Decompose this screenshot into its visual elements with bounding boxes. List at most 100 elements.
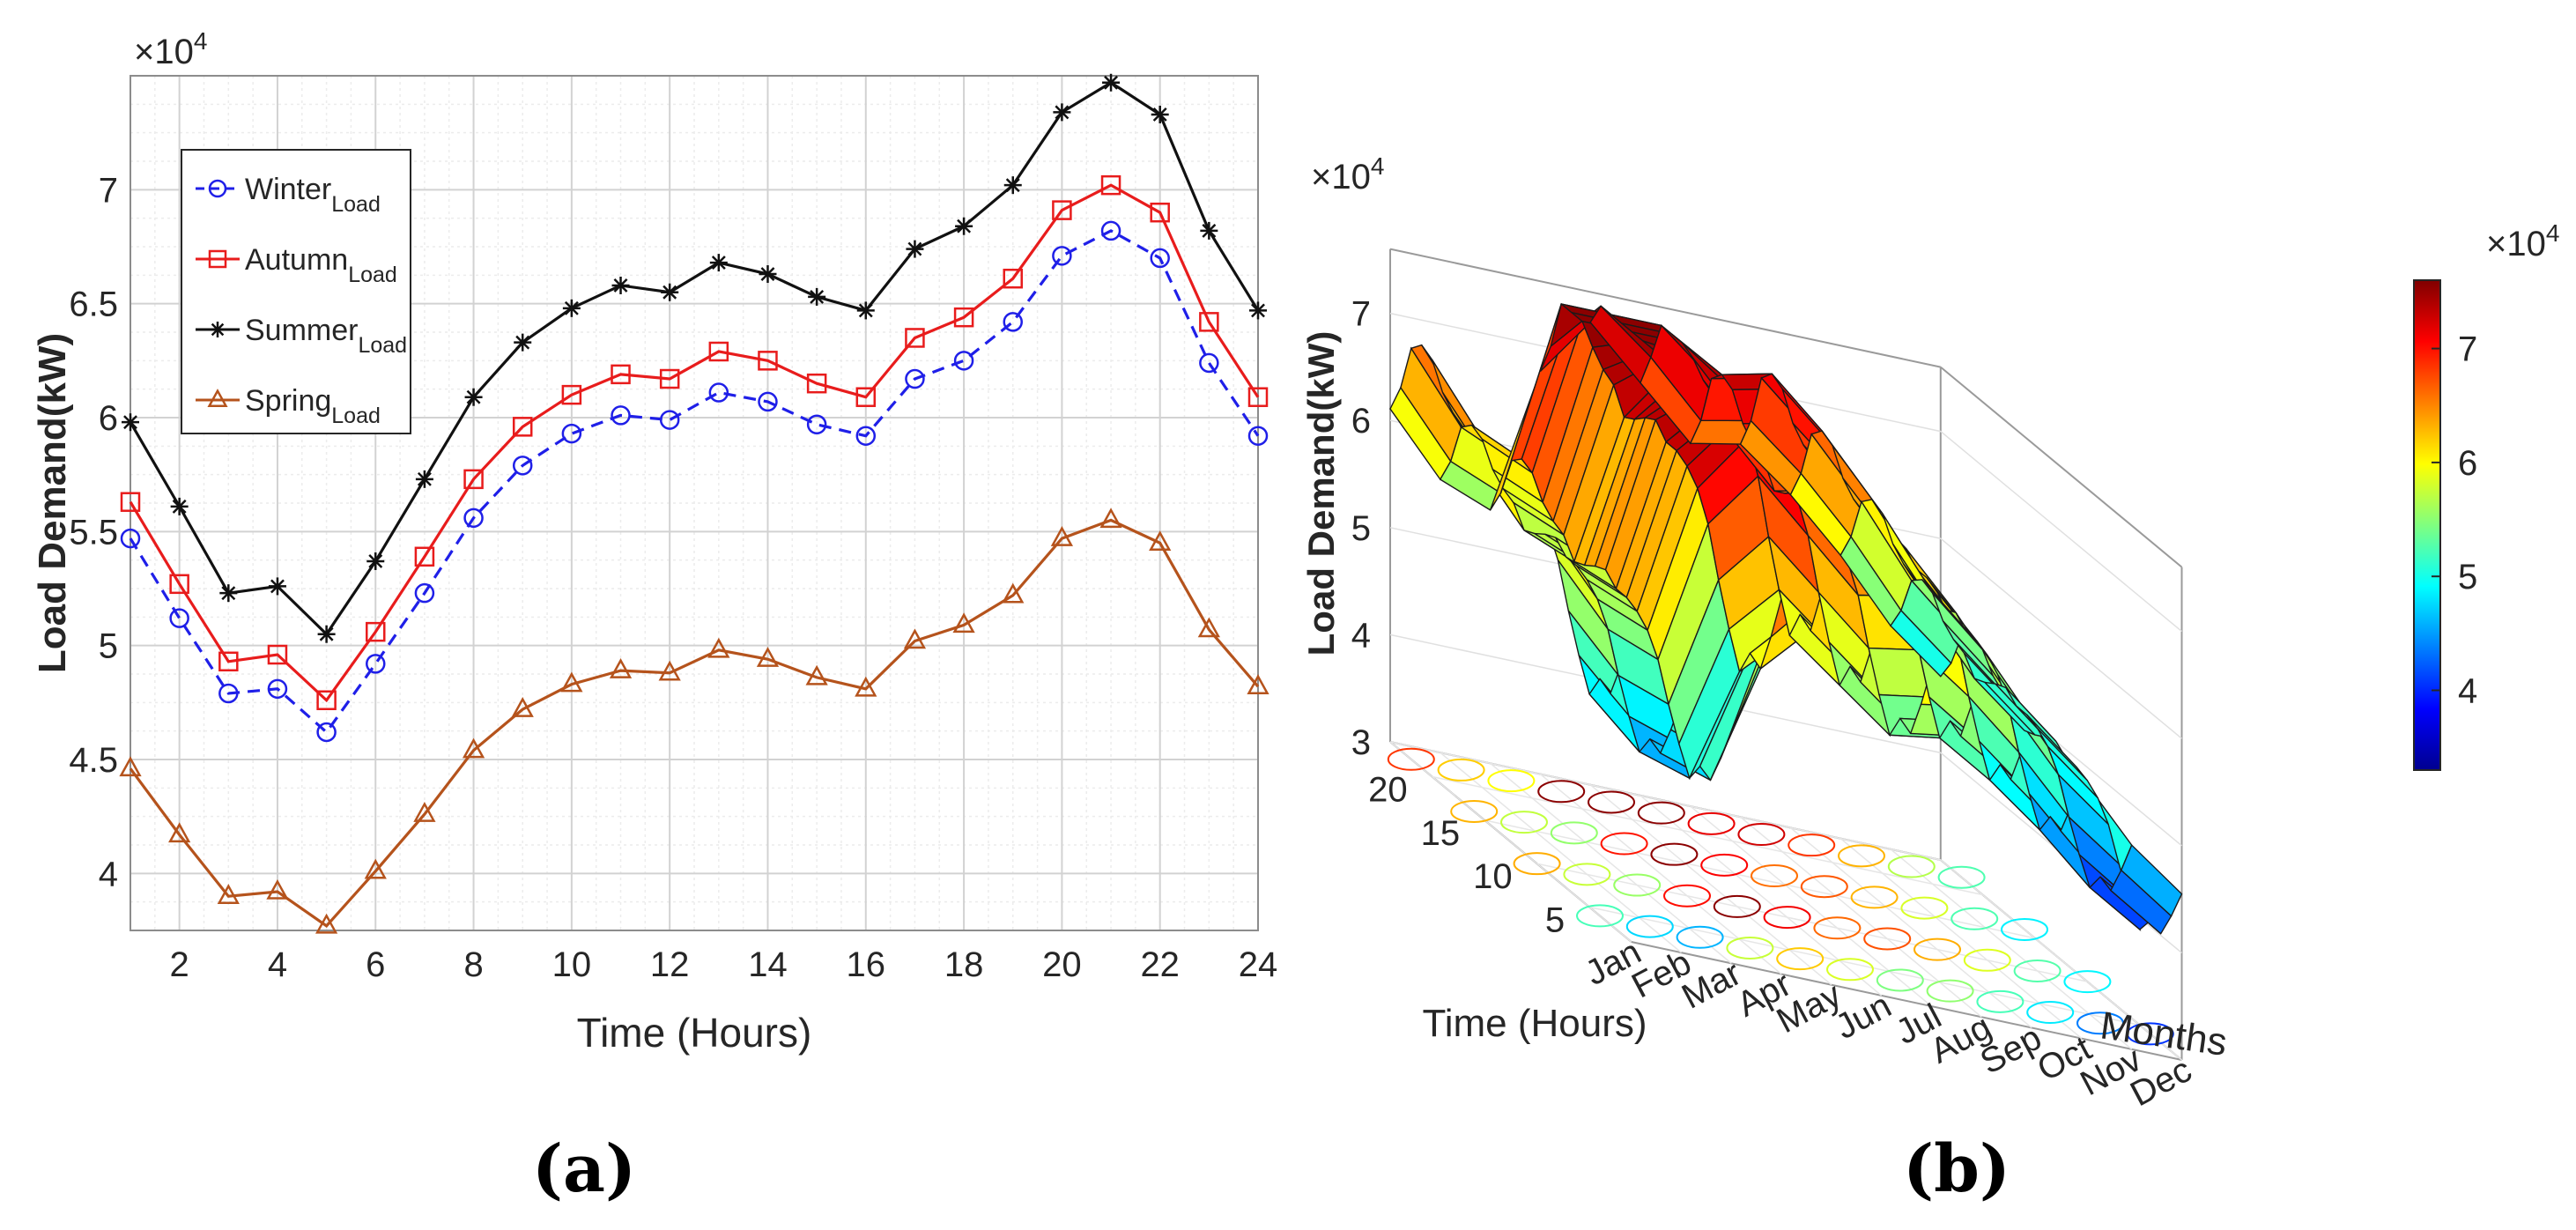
contour-ring	[1563, 863, 1611, 886]
box-edge	[1940, 366, 2183, 568]
data-point-square	[659, 368, 680, 389]
legend-entry-summer: SummerLoad	[196, 314, 407, 358]
legend-name: Summer	[245, 314, 358, 347]
data-point-square	[708, 341, 729, 362]
data-point-circle	[218, 683, 239, 704]
contour-ring	[1863, 927, 1912, 951]
data-point-square	[611, 364, 631, 385]
y-tick-label: 4.5	[69, 741, 118, 780]
data-point-circle	[366, 654, 386, 674]
series-line	[129, 518, 1260, 928]
data-point-circle	[905, 368, 925, 389]
contour-ring	[1600, 832, 1648, 856]
star-stroke	[1152, 107, 1167, 122]
contour-ring	[2026, 1001, 2075, 1025]
data-point-star	[955, 217, 973, 235]
data-point-circle	[208, 179, 227, 198]
legend-subscript: Load	[358, 333, 407, 358]
x-tick-label: 6	[366, 945, 385, 984]
x-tick-label: 18	[944, 945, 984, 984]
series-group-a	[119, 73, 1269, 934]
series-winter	[120, 220, 1269, 743]
data-point-star	[611, 276, 630, 294]
z-tick-labels-b: 3 4 5 6 7	[1351, 295, 1371, 762]
contour-ring	[1788, 834, 1836, 857]
data-point-square	[758, 351, 778, 371]
box-edge	[1631, 941, 2182, 1061]
contour-ring	[1876, 968, 1924, 992]
data-point-star	[122, 413, 139, 432]
floor-grid-line	[1690, 805, 1932, 1007]
data-point-triangle	[1099, 508, 1122, 529]
hour-axis-label-b: Time (Hours)	[1422, 1002, 1647, 1045]
hour-tick-label: 15	[1421, 814, 1461, 853]
legend-label: AutumnLoad	[245, 243, 397, 287]
data-point-star	[219, 584, 238, 603]
star-stroke	[711, 256, 726, 270]
data-point-star	[268, 577, 286, 596]
data-point-triangle	[119, 756, 142, 777]
data-point-square	[806, 373, 827, 394]
data-point-star	[1053, 103, 1071, 122]
contour-ring	[1900, 896, 1949, 920]
contour-ring	[1826, 958, 1874, 982]
contour-ring	[1850, 885, 1899, 909]
data-point-triangle	[511, 697, 534, 717]
star-stroke	[858, 303, 873, 318]
data-point-triangle	[364, 858, 387, 879]
axes-box-b	[1389, 248, 2183, 1061]
colorbar-tick-label: 4	[2458, 671, 2477, 710]
contour-ring	[1613, 873, 1662, 897]
contour-ring	[1437, 758, 1485, 782]
star-stroke	[319, 626, 334, 641]
legend-name: Autumn	[245, 243, 348, 277]
legend-subscript: Load	[331, 192, 381, 217]
star-stroke	[1104, 75, 1118, 90]
data-point-triangle	[1002, 582, 1025, 604]
contour-ring	[1737, 823, 1786, 846]
data-point-circle	[463, 508, 484, 529]
data-point-star	[514, 333, 532, 352]
data-point-circle	[1003, 312, 1023, 332]
floor-grid-line	[1490, 762, 1732, 964]
star-stroke	[1202, 223, 1217, 238]
star-stroke	[957, 219, 972, 233]
data-point-star	[906, 240, 924, 258]
star-stroke	[810, 289, 825, 304]
star-stroke	[270, 579, 285, 594]
floor-grid-line	[1389, 741, 1941, 861]
x-axis-label-a: Time (Hours)	[577, 1010, 812, 1056]
contour-ring	[2126, 1022, 2174, 1046]
contour-ring	[1687, 811, 1736, 835]
data-point-triangle	[266, 878, 289, 900]
data-point-star	[1249, 301, 1267, 320]
data-point-square	[512, 417, 533, 437]
legend-subscript: Load	[348, 263, 397, 287]
x-tick-label: 2	[170, 945, 189, 984]
colorbar-tick-label: 6	[2458, 444, 2477, 483]
contour-ring	[1550, 821, 1598, 845]
data-point-triangle	[315, 913, 338, 934]
contour-ring	[1763, 906, 1811, 930]
data-point-triangle	[168, 822, 191, 843]
star-stroke	[613, 278, 628, 293]
data-point-star	[317, 625, 336, 643]
floor-grid-b	[1389, 741, 2182, 1061]
contour-ring	[1576, 904, 1624, 928]
data-point-circle	[316, 722, 337, 743]
surface-face	[2120, 843, 2183, 917]
contour-ring	[1800, 875, 1848, 899]
colorbar-ticks: 4 5 6 7	[2432, 330, 2477, 710]
data-point-circle	[267, 678, 288, 700]
contour-ring	[1387, 747, 1435, 771]
legend-name: Winter	[245, 173, 331, 206]
data-point-star	[562, 299, 581, 317]
data-point-square	[267, 644, 288, 665]
contour-ring	[1976, 989, 2025, 1013]
legend-name: Spring	[245, 384, 331, 418]
data-point-triangle	[756, 647, 780, 667]
contour-ring	[1537, 780, 1586, 804]
surface-mesh-b	[1389, 302, 2183, 935]
data-point-triangle	[952, 612, 975, 634]
